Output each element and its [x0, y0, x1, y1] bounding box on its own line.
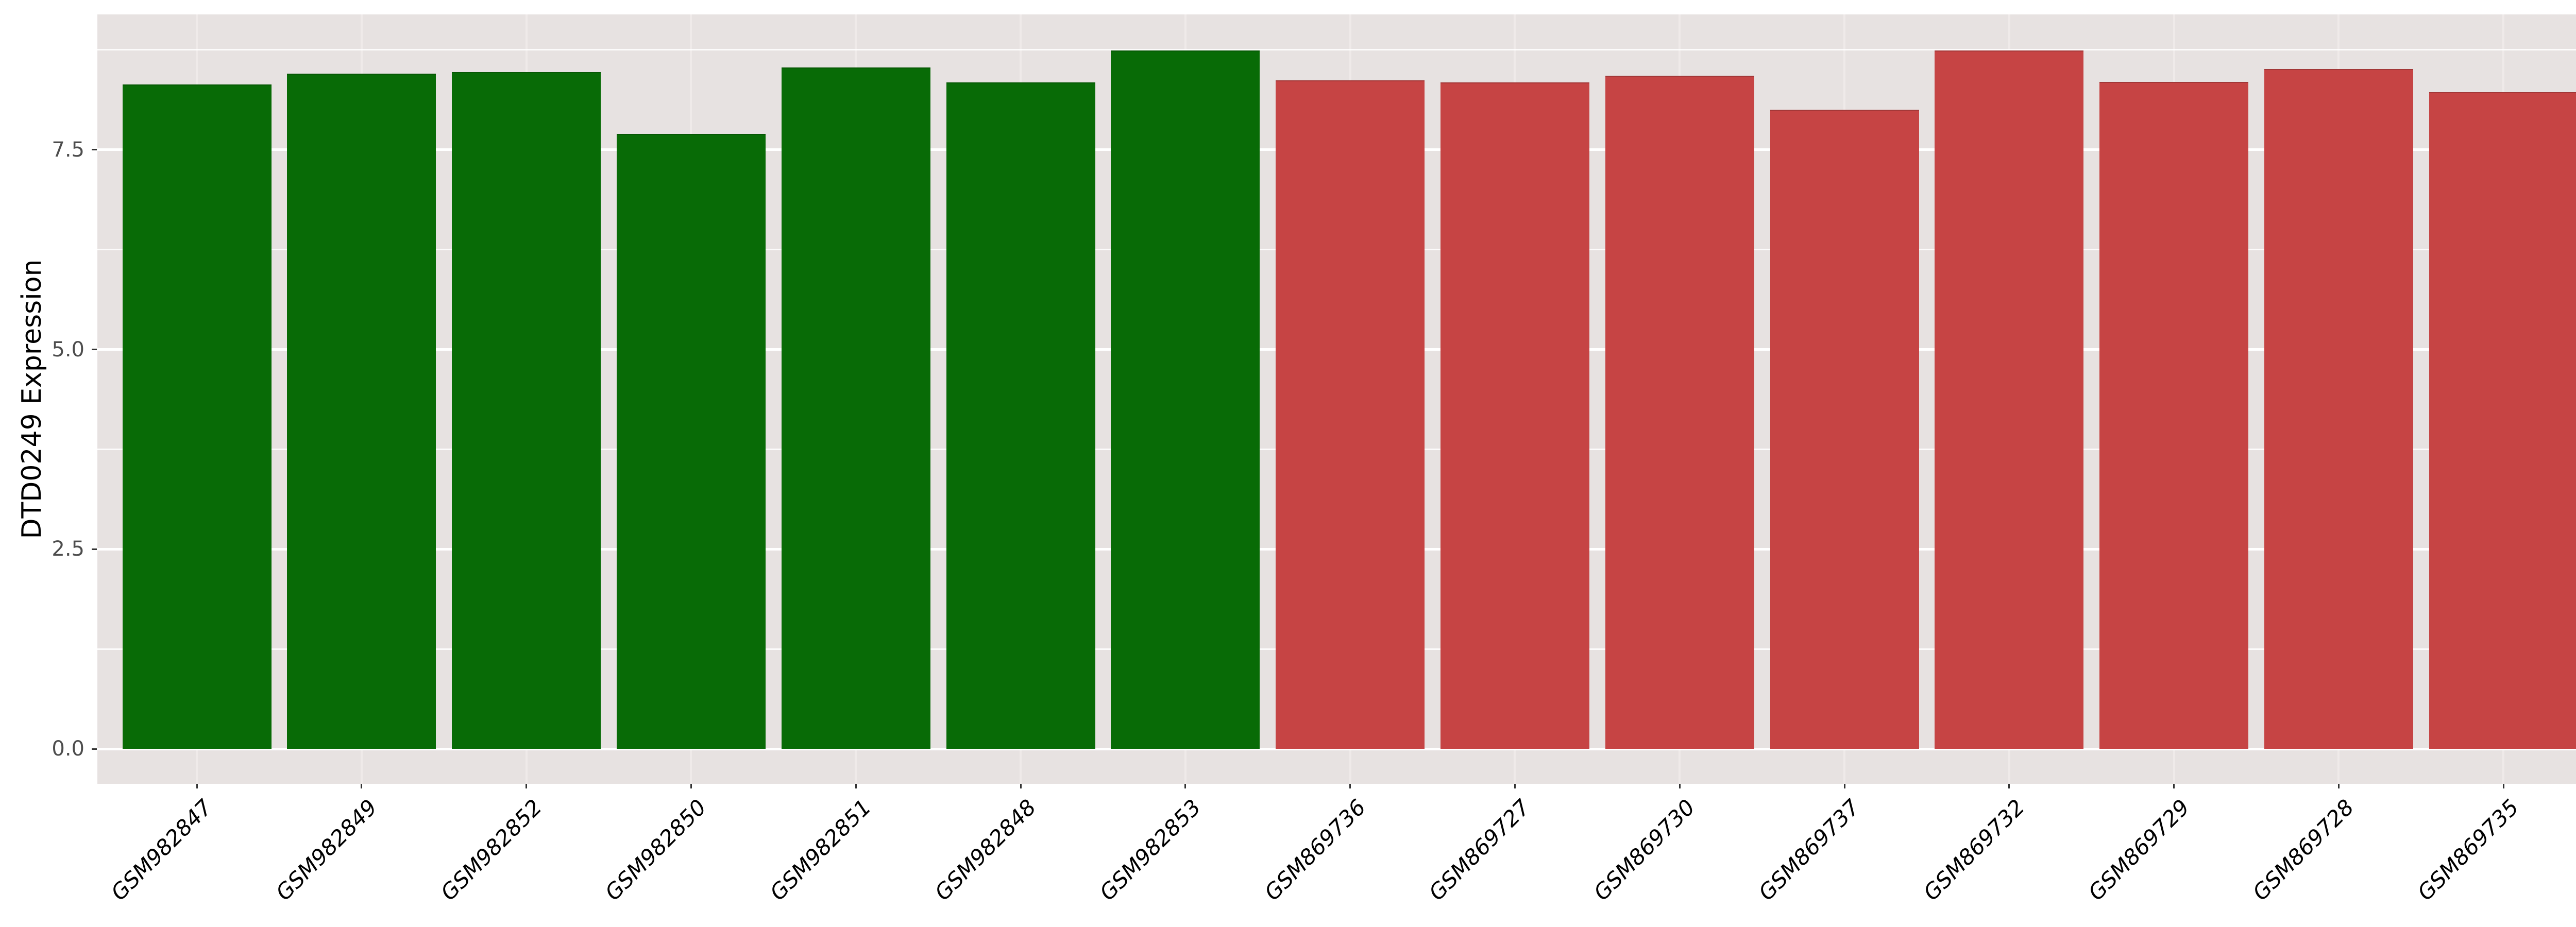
- bar: [1770, 110, 1919, 749]
- y-axis-title: DTD0249 Expression: [16, 259, 47, 539]
- x-tick-mark: [1514, 784, 1516, 788]
- bar: [1111, 50, 1260, 749]
- minor-gridline: [97, 49, 2576, 51]
- y-tick-mark: [92, 748, 97, 750]
- x-tick-mark: [1679, 784, 1681, 788]
- bar: [616, 133, 766, 749]
- bar: [781, 67, 930, 749]
- x-tick-mark: [1020, 784, 1022, 788]
- plot-panel: [97, 14, 2576, 784]
- y-tick-mark: [92, 349, 97, 350]
- x-tick-mark: [1184, 784, 1187, 788]
- bar: [1276, 80, 1425, 749]
- x-tick-label: GSM982847: [106, 794, 217, 906]
- bar: [2264, 69, 2413, 749]
- x-tick-mark: [361, 784, 363, 788]
- x-tick-mark: [1843, 784, 1845, 788]
- x-tick-mark: [2337, 784, 2340, 788]
- x-tick-mark: [2502, 784, 2504, 788]
- y-tick-label: 2.5: [52, 537, 84, 561]
- y-tick-label: 0.0: [52, 737, 84, 761]
- bar: [2429, 92, 2576, 749]
- bar: [2099, 81, 2249, 749]
- x-tick-mark: [2173, 784, 2175, 788]
- x-tick-mark: [2008, 784, 2010, 788]
- bar: [1440, 82, 1589, 749]
- x-tick-mark: [526, 784, 528, 788]
- bar: [1605, 75, 1754, 749]
- major-gridline: [97, 747, 2576, 750]
- bar: [946, 82, 1095, 749]
- y-tick-label: 7.5: [52, 138, 84, 162]
- y-tick-mark: [92, 548, 97, 550]
- x-tick-mark: [1349, 784, 1351, 788]
- x-tick-mark: [855, 784, 857, 788]
- bar: [452, 72, 601, 749]
- bar: [1935, 50, 2084, 749]
- x-tick-mark: [196, 784, 198, 788]
- bar: [287, 74, 436, 749]
- y-tick-label: 5.0: [52, 337, 84, 362]
- x-tick-mark: [690, 784, 692, 788]
- bar: [122, 84, 272, 749]
- y-tick-mark: [92, 149, 97, 151]
